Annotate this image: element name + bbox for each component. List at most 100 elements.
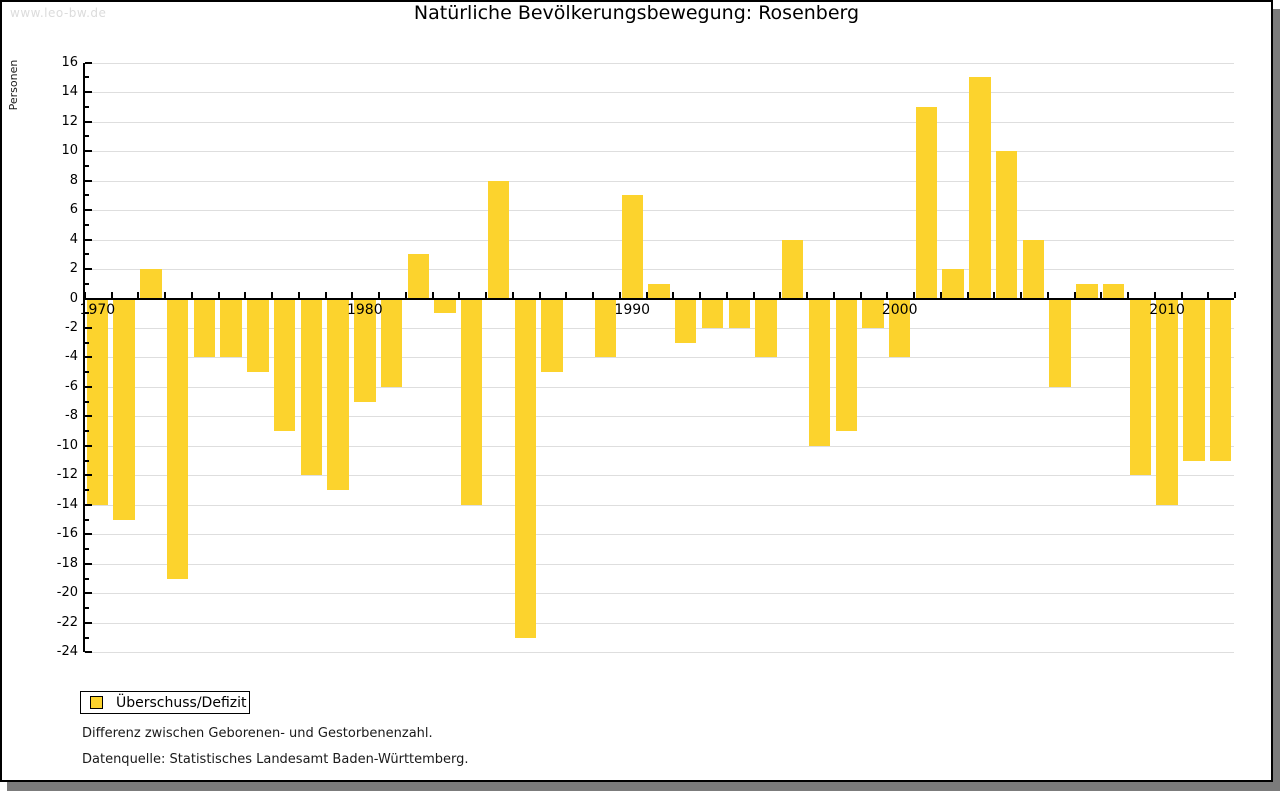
- y-tick-minor: [85, 253, 89, 256]
- y-tick-label-14: 14: [61, 84, 78, 100]
- y-tick-minor: [85, 577, 89, 580]
- legend: Überschuss/Defizit: [80, 691, 250, 714]
- x-tick: [565, 291, 568, 298]
- bar-1970: [86, 298, 109, 505]
- bar-1978: [300, 298, 323, 476]
- x-tick: [1207, 291, 1210, 298]
- bar-2003: [969, 77, 991, 299]
- gridline--4: [84, 357, 1234, 359]
- x-tick: [244, 291, 247, 298]
- y-tick-major: [85, 326, 92, 329]
- x-tick: [806, 291, 809, 298]
- x-tick: [1153, 291, 1156, 298]
- x-tick: [1046, 291, 1049, 298]
- x-tick: [993, 291, 996, 298]
- bar-1973: [166, 298, 189, 579]
- bar-1990: [621, 195, 643, 299]
- y-tick-major: [85, 503, 92, 506]
- bar-1993: [701, 298, 724, 328]
- bar-1998: [835, 298, 857, 432]
- y-tick-major: [85, 621, 92, 624]
- x-tick: [886, 291, 889, 298]
- x-tick: [618, 291, 621, 298]
- gridline-4: [84, 239, 1234, 241]
- x-tick: [404, 291, 407, 298]
- x-tick: [110, 291, 113, 298]
- x-tick: [137, 291, 140, 298]
- bar-1997: [808, 298, 831, 446]
- x-tick: [752, 291, 755, 298]
- y-tick-label-2: 2: [69, 261, 78, 277]
- x-tick: [351, 291, 354, 298]
- gridline--6: [84, 386, 1234, 388]
- y-tick-minor: [85, 282, 89, 285]
- x-tick: [271, 291, 274, 298]
- bar-1995: [755, 298, 777, 358]
- y-tick-minor: [85, 371, 89, 374]
- gridline-16: [84, 62, 1234, 64]
- y-tick-label--16: -16: [56, 526, 78, 542]
- y-tick-label--6: -6: [65, 378, 78, 394]
- y-tick-major: [85, 415, 92, 418]
- x-tick: [645, 291, 648, 298]
- y-tick-minor: [85, 341, 89, 344]
- gridline--8: [84, 416, 1234, 418]
- y-tick-minor: [85, 194, 89, 197]
- y-tick-major: [85, 209, 92, 212]
- x-tick: [1180, 291, 1183, 298]
- y-tick-label--10: -10: [56, 437, 78, 453]
- bar-2009: [1129, 298, 1152, 476]
- y-tick-major: [85, 238, 92, 241]
- x-axis-line: [84, 297, 1234, 300]
- y-tick-label--8: -8: [65, 408, 78, 424]
- y-tick-label--4: -4: [65, 349, 78, 365]
- x-tick: [217, 291, 220, 298]
- x-tick: [699, 291, 702, 298]
- plot-area: -24 -22 -20 -18 -16 -14 -12 -10 -8 -6 -4 -2 0 2 4 6 8 10 1…: [2, 2, 1271, 702]
- x-tick: [1127, 291, 1130, 298]
- x-tick: [672, 291, 675, 298]
- gridline--22: [84, 622, 1234, 624]
- bar-1989: [594, 298, 617, 358]
- bar-1982: [407, 254, 429, 299]
- y-tick-minor: [85, 400, 89, 403]
- bar-2010: [1156, 298, 1178, 505]
- gridline--24: [84, 652, 1234, 654]
- bar-1975: [220, 298, 242, 358]
- y-tick-minor: [85, 135, 89, 138]
- x-tick: [190, 291, 193, 298]
- x-tick: [511, 291, 514, 298]
- x-tick: [592, 291, 595, 298]
- y-tick-minor: [85, 548, 89, 551]
- x-tick-label-1970: 1970: [79, 301, 116, 318]
- gridline-14: [84, 92, 1234, 94]
- bar-2006: [1049, 298, 1071, 387]
- x-tick: [324, 291, 327, 298]
- bar-2011: [1183, 298, 1205, 461]
- bar-2008: [1102, 283, 1125, 299]
- x-tick: [1100, 291, 1103, 298]
- y-tick-label-8: 8: [69, 172, 78, 188]
- bar-1996: [782, 239, 804, 299]
- y-tick-major: [85, 179, 92, 182]
- gridline--14: [84, 504, 1234, 506]
- x-tick: [538, 291, 541, 298]
- bar-1971: [113, 298, 135, 520]
- x-tick: [913, 291, 916, 298]
- gridline--2: [84, 327, 1234, 329]
- y-tick-label--20: -20: [56, 585, 78, 601]
- gridline-2: [84, 269, 1234, 271]
- gridline-10: [84, 151, 1234, 153]
- y-axis-line: [83, 62, 85, 653]
- y-tick-major: [85, 150, 92, 153]
- y-tick-label--24: -24: [56, 644, 78, 660]
- y-tick-minor: [85, 636, 89, 639]
- x-tick: [859, 291, 862, 298]
- chart-description: Differenz zwischen Geborenen- und Gestor…: [82, 726, 433, 741]
- y-tick-label--14: -14: [56, 496, 78, 512]
- bar-1980: [354, 298, 376, 402]
- y-tick-major: [85, 297, 92, 300]
- y-tick-minor: [85, 76, 89, 79]
- bar-1972: [140, 269, 162, 299]
- bar-1999: [862, 298, 884, 328]
